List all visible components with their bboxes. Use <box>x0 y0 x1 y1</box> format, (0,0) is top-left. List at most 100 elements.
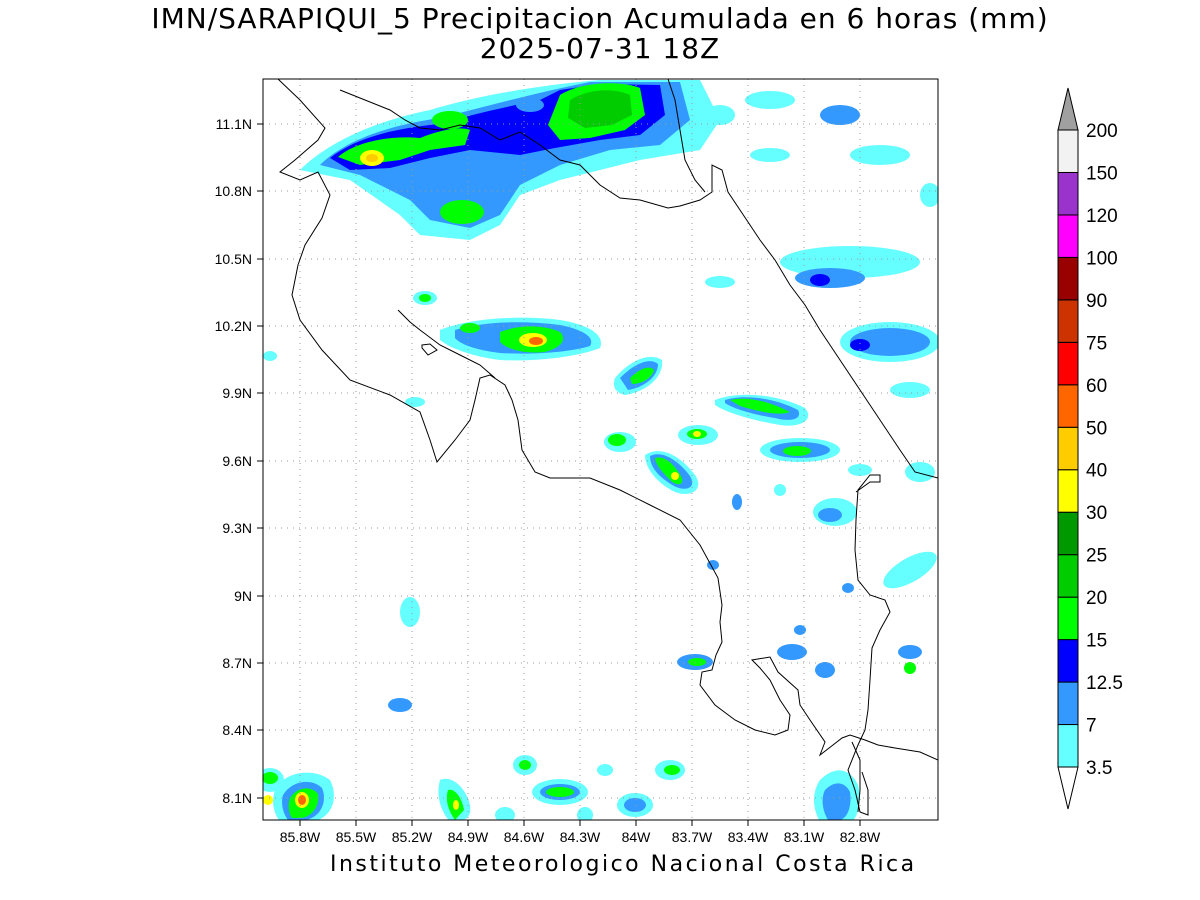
rain-area <box>516 98 544 112</box>
lon-label: 84.3W <box>560 829 601 845</box>
rain-area <box>577 807 593 820</box>
colorbar-swatch <box>1057 171 1079 216</box>
lat-label: 10.8N <box>215 183 252 199</box>
colorbar-swatch <box>1057 639 1079 683</box>
rain-area <box>750 148 790 162</box>
rain-area <box>263 772 278 784</box>
colorbar-swatch <box>1057 554 1079 598</box>
rain-area <box>732 494 742 510</box>
rain-area <box>920 183 938 207</box>
rain-area <box>848 464 872 476</box>
colorbar-label: 120 <box>1086 206 1118 227</box>
rain-area <box>519 760 531 770</box>
rain-area <box>568 90 632 128</box>
colorbar: 3.5 7 12.5 15 20 25 30 40 50 60 75 90 100 120 150 200 <box>1057 87 1123 810</box>
colorbar-swatch <box>1057 596 1079 641</box>
latitude-labels: 11.1N 10.8N 10.5N 10.2N 9.9N 9.6N 9.3N 9… <box>215 116 252 806</box>
colorbar-swatch <box>1057 256 1079 301</box>
colorbar-swatch <box>1057 724 1079 768</box>
rain-area <box>495 807 515 820</box>
rain-area <box>745 91 795 109</box>
coastline <box>277 79 938 816</box>
rain-area <box>529 337 543 345</box>
rain-area <box>366 154 378 162</box>
rain-area <box>388 698 412 712</box>
rain-area <box>905 462 935 482</box>
rain-area <box>693 431 701 437</box>
colorbar-label: 25 <box>1086 546 1107 567</box>
rain-area <box>850 328 930 356</box>
lat-label: 10.5N <box>215 251 252 267</box>
rain-area <box>815 662 835 678</box>
rain-area <box>777 644 807 660</box>
lon-label: 85.8W <box>280 829 321 845</box>
rain-area <box>783 446 811 456</box>
precipitation-field <box>263 80 938 820</box>
lon-label: 83.1W <box>784 829 825 845</box>
footer-credit: Instituto Meteorologico Nacional Costa R… <box>330 852 917 877</box>
rain-area <box>898 645 922 659</box>
colorbar-label: 60 <box>1086 376 1107 397</box>
colorbar-under-triangle <box>1057 766 1079 810</box>
lat-label: 9.6N <box>222 453 252 469</box>
colorbar-label: 20 <box>1086 588 1107 609</box>
colorbar-label: 3.5 <box>1086 758 1112 779</box>
lat-label: 9N <box>234 588 252 604</box>
rain-area <box>263 351 277 361</box>
rain-area <box>440 200 484 224</box>
rain-area <box>298 795 306 805</box>
rain-area <box>400 597 420 627</box>
rain-area <box>904 662 916 674</box>
rain-area <box>822 783 851 820</box>
rain-area <box>664 765 680 775</box>
rain-area <box>705 105 735 125</box>
rain-area <box>546 787 574 797</box>
colorbar-swatch <box>1057 214 1079 258</box>
colorbar-label: 15 <box>1086 631 1107 652</box>
rain-area <box>730 398 790 414</box>
lat-label: 8.1N <box>222 790 252 806</box>
rain-area <box>883 551 937 589</box>
rain-area <box>608 434 626 446</box>
rain-area <box>263 795 273 805</box>
colorbar-label: 200 <box>1086 121 1118 142</box>
rain-area <box>405 397 425 407</box>
rain-area <box>890 382 930 398</box>
colorbar-swatch <box>1057 469 1079 513</box>
colorbar-label: 30 <box>1086 503 1107 524</box>
rain-area <box>794 625 806 635</box>
rain-area <box>688 658 706 666</box>
lon-label: 82.8W <box>840 829 881 845</box>
lon-label: 84.6W <box>504 829 545 845</box>
colorbar-label: 50 <box>1086 418 1107 439</box>
rain-area <box>795 268 865 288</box>
lat-label: 10.2N <box>215 318 252 334</box>
lon-label: 83.7W <box>672 829 713 845</box>
rain-area <box>774 484 786 496</box>
colorbar-swatch <box>1057 341 1079 386</box>
plot-frame <box>262 78 939 821</box>
colorbar-label: 40 <box>1086 461 1107 482</box>
colorbar-label: 100 <box>1086 248 1118 269</box>
rain-area <box>820 105 860 125</box>
colorbar-label: 12.5 <box>1086 673 1123 694</box>
rain-area <box>705 276 735 288</box>
rain-area <box>597 764 613 776</box>
lon-label: 85.5W <box>336 829 377 845</box>
rain-area <box>432 111 468 129</box>
colorbar-label: 75 <box>1086 333 1107 354</box>
rain-area <box>671 472 679 480</box>
colorbar-swatch <box>1057 681 1079 726</box>
lat-label: 11.1N <box>216 116 252 132</box>
longitude-labels: 85.8W 85.5W 85.2W 84.9W 84.6W 84.3W 84W … <box>280 829 881 845</box>
lat-label: 9.9N <box>222 385 252 401</box>
axis-ticks <box>257 123 861 826</box>
lat-label: 8.4N <box>222 722 252 738</box>
colorbar-swatch <box>1057 299 1079 343</box>
lat-label: 8.7N <box>222 655 252 671</box>
colorbar-label: 90 <box>1086 291 1107 312</box>
colorbar-label: 7 <box>1086 716 1097 737</box>
lon-label: 84W <box>622 829 652 845</box>
rain-area <box>818 508 842 522</box>
